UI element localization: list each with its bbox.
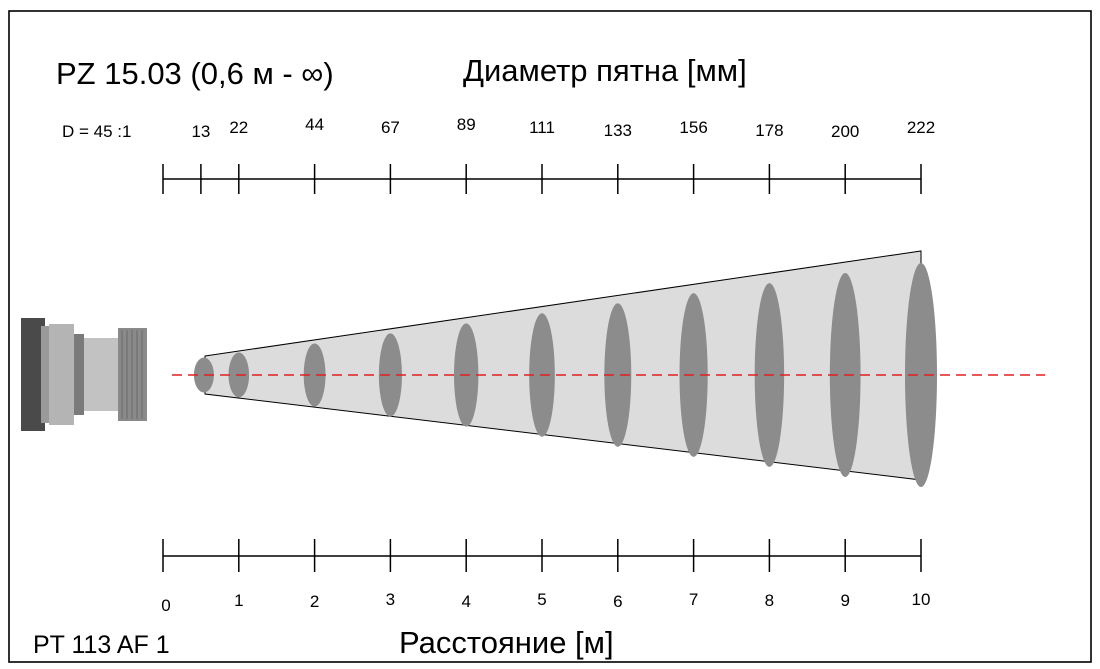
spot-diameter-label: 222 xyxy=(907,118,935,137)
distance-tick-label: 10 xyxy=(912,590,931,609)
spot-ellipse xyxy=(378,333,402,417)
distance-tick-label: 5 xyxy=(537,590,546,609)
sensor-groove xyxy=(74,334,84,415)
spot-ellipse xyxy=(905,263,937,487)
spot-ellipse xyxy=(303,343,326,407)
spot-diameter-label: 67 xyxy=(381,118,400,137)
spot-diameter-label: 156 xyxy=(679,118,707,137)
distance-tick-label: 7 xyxy=(689,590,698,609)
distance-tick-label: 8 xyxy=(765,591,774,610)
device-label: PT 113 AF 1 xyxy=(33,631,170,659)
distance-tick-label: 4 xyxy=(461,592,470,611)
spot-diameter-label: 178 xyxy=(755,121,783,140)
spot-diameter-label: 89 xyxy=(457,115,476,134)
spot-diameter-label: 22 xyxy=(229,118,248,137)
distance-scale: 0 1 2 3 4 5 6 7 8 9 10 xyxy=(161,539,930,615)
distance-tick-label: 0 xyxy=(161,596,170,615)
spot-diameter-label: 133 xyxy=(604,121,632,140)
distance-ratio-label: D = 45 :1 xyxy=(62,122,131,141)
sensor-body xyxy=(49,324,74,425)
diagram-border xyxy=(8,10,1092,663)
distance-tick-label: 2 xyxy=(310,592,319,611)
spot-diameter-scale: 13 22 44 67 89 111 133 156 178 200 222 xyxy=(162,115,935,194)
spot-diameter-heading: Диаметр пятна [мм] xyxy=(463,53,747,88)
spot-diameter-label: 13 xyxy=(191,122,210,141)
distance-tick-label: 9 xyxy=(840,591,849,610)
model-title: PZ 15.03 (0,6 м - ∞) xyxy=(56,56,334,91)
sensor-head-icon xyxy=(21,318,147,431)
spot-diameter-label: 200 xyxy=(831,122,859,141)
spot-ellipse xyxy=(604,303,632,447)
distance-tick-label: 3 xyxy=(386,590,395,609)
distance-tick-label: 1 xyxy=(234,591,243,610)
distance-tick-label: 6 xyxy=(613,592,622,611)
spot-diameter-label: 111 xyxy=(529,118,555,137)
spot-diameter-label: 44 xyxy=(305,115,324,134)
distance-heading: Расстояние [м] xyxy=(399,625,614,660)
sensor-collar xyxy=(41,326,51,423)
spot-ellipse xyxy=(193,357,214,393)
sensor-neck xyxy=(84,338,118,411)
